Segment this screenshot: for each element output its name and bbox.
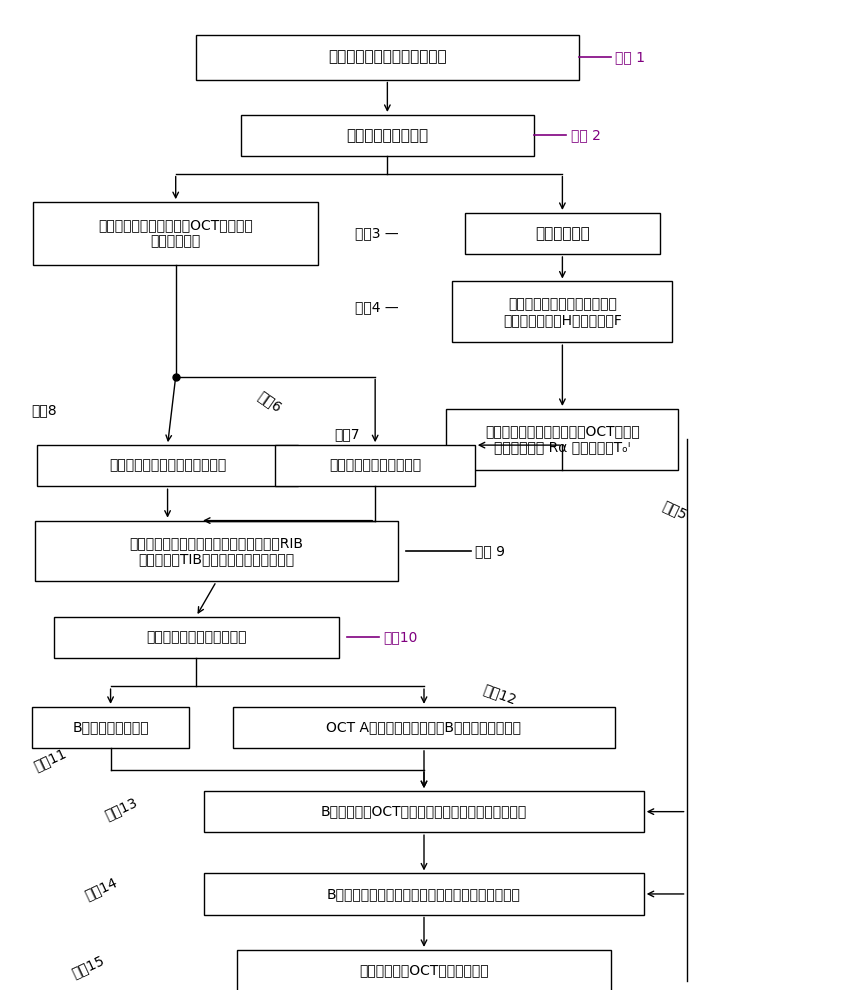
Text: 步骤5: 步骤5: [660, 498, 689, 522]
Text: 步骤14: 步骤14: [82, 875, 120, 903]
FancyBboxPatch shape: [465, 213, 660, 254]
FancyBboxPatch shape: [196, 34, 578, 80]
Text: 步骤3 —: 步骤3 —: [354, 226, 399, 240]
FancyBboxPatch shape: [453, 281, 672, 342]
Text: 标定双目立体视觉坐标系与OCT坐标系
转换旋转矩阵 Rα 和平移向量Tₒᴵ: 标定双目立体视觉坐标系与OCT坐标系 转换旋转矩阵 Rα 和平移向量Tₒᴵ: [485, 424, 639, 454]
Text: 步骤 1: 步骤 1: [616, 50, 645, 64]
Text: 步骤10: 步骤10: [383, 630, 418, 644]
Text: OCT A扫描信号相位配准及B扫描血流图像提取: OCT A扫描信号相位配准及B扫描血流图像提取: [326, 720, 522, 734]
Text: 步骤 9: 步骤 9: [475, 544, 505, 558]
Text: 求立体视觉坐标系到人眼坐标系旋转矩阵RIB
和平移向量TIB，获取眼球三维运动信息: 求立体视觉坐标系到人眼坐标系旋转矩阵RIB 和平移向量TIB，获取眼球三维运动信…: [130, 536, 304, 566]
FancyBboxPatch shape: [37, 445, 298, 486]
FancyBboxPatch shape: [232, 707, 616, 748]
Text: 人眼坐标系中OCT三维图像插值: 人眼坐标系中OCT三维图像插值: [360, 963, 488, 977]
Text: 视网膜表面三维图像重建: 视网膜表面三维图像重建: [329, 459, 421, 473]
Text: 实验系统搭建与调试: 实验系统搭建与调试: [346, 128, 428, 143]
FancyBboxPatch shape: [446, 409, 678, 470]
FancyBboxPatch shape: [204, 791, 644, 832]
FancyBboxPatch shape: [53, 617, 338, 658]
FancyBboxPatch shape: [241, 115, 534, 156]
Text: 步骤4 —: 步骤4 —: [354, 300, 399, 314]
Text: 步骤12: 步骤12: [481, 682, 518, 706]
FancyBboxPatch shape: [36, 521, 398, 581]
Text: 步骤8: 步骤8: [31, 403, 57, 417]
Text: B扫描图像从双目立体视觉坐标系到人眼坐标系转换: B扫描图像从双目立体视觉坐标系到人眼坐标系转换: [327, 887, 521, 901]
Text: 视网膜表面血管分叉点三维重建: 视网膜表面血管分叉点三维重建: [109, 459, 226, 473]
Text: 标定方案设计: 标定方案设计: [535, 226, 589, 241]
FancyBboxPatch shape: [204, 873, 644, 915]
Text: 眼球三维运动幅度判别算法: 眼球三维运动幅度判别算法: [146, 630, 246, 644]
Text: B扫描图像从OCT坐标系到双目立体视觉坐标系转换: B扫描图像从OCT坐标系到双目立体视觉坐标系转换: [321, 805, 527, 819]
Text: 步骤15: 步骤15: [70, 953, 107, 980]
Text: 系统总体方案设计及光路设计: 系统总体方案设计及光路设计: [328, 50, 447, 65]
Text: 双目立体视觉成像系统与OCT系统图像
采集方案设计: 双目立体视觉成像系统与OCT系统图像 采集方案设计: [98, 218, 253, 249]
FancyBboxPatch shape: [237, 950, 611, 991]
Text: 双目立体视觉成像系统自标定
确定单应性矩阵H和基本矩阵F: 双目立体视觉成像系统自标定 确定单应性矩阵H和基本矩阵F: [503, 297, 622, 327]
Text: 步骤 2: 步骤 2: [571, 128, 600, 142]
Text: 步骤6: 步骤6: [254, 389, 284, 415]
FancyBboxPatch shape: [32, 707, 189, 748]
Text: 步骤11: 步骤11: [31, 746, 69, 773]
FancyBboxPatch shape: [276, 445, 475, 486]
Text: 步骤13: 步骤13: [103, 795, 140, 822]
Text: B扫描结构图像提取: B扫描结构图像提取: [72, 720, 149, 734]
Text: 步骤7: 步骤7: [334, 427, 360, 441]
FancyBboxPatch shape: [33, 202, 318, 265]
